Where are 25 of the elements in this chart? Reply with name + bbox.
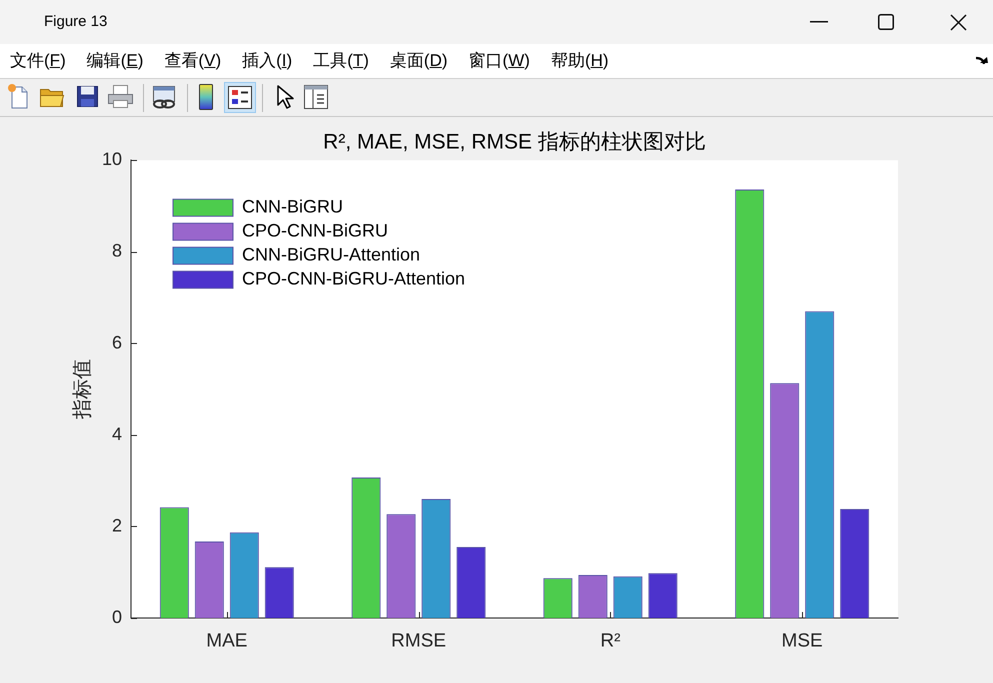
x-tick-label: MSE xyxy=(782,630,823,652)
y-axis-title: 指标值 xyxy=(72,359,94,420)
x-tick-label: MAE xyxy=(206,630,248,652)
y-tick-label: 0 xyxy=(112,606,122,627)
caption: Figure 13 xyxy=(44,12,108,32)
text: 查看(V) xyxy=(164,51,222,71)
y-tick-label: 8 xyxy=(112,240,122,261)
text: 工具(T) xyxy=(313,51,369,71)
x-tick-label: RMSE xyxy=(391,630,446,652)
text: 编辑(E) xyxy=(86,51,144,71)
y-tick-label: 4 xyxy=(112,424,122,444)
legend-label: CNN-BiGRU xyxy=(242,196,343,217)
legend-label: CPO-CNN-BiGRU xyxy=(242,220,388,241)
y-tick-label: 6 xyxy=(112,332,122,352)
chart-title: R², MAE, MSE, RMSE 指标的柱状图对比 xyxy=(323,130,706,154)
text: 帮助(H) xyxy=(550,51,609,71)
text: 文件(F) xyxy=(10,51,66,71)
x-tick-label: R² xyxy=(600,630,620,652)
text: 窗口(W) xyxy=(468,51,530,71)
legend-label: CPO-CNN-BiGRU-Attention xyxy=(242,268,466,289)
legend-label: CNN-BiGRU-Attention xyxy=(242,244,420,265)
y-tick-label: 10 xyxy=(102,149,122,170)
text: 插入(I) xyxy=(242,51,292,71)
y-tick-label: 2 xyxy=(112,515,122,536)
text: 桌面(D) xyxy=(390,51,448,71)
